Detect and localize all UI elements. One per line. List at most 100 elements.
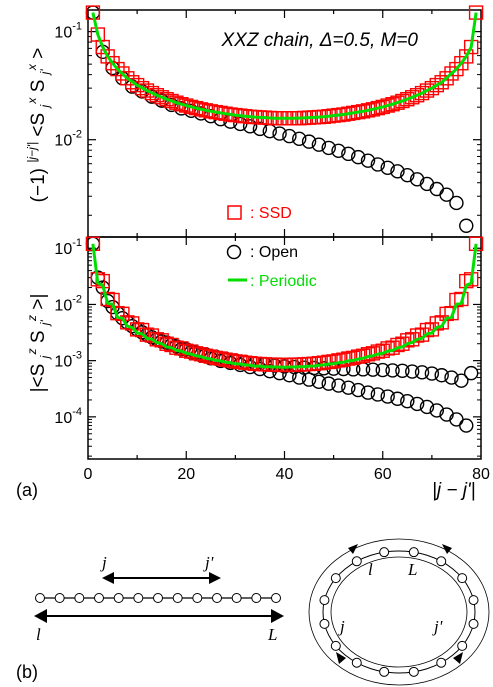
bot-ylabel-s2: S bbox=[28, 330, 49, 343]
bottom-axis-ticks: 10-110-210-310-40 20 40 60 80 bbox=[54, 237, 490, 483]
ring-site bbox=[408, 547, 419, 558]
bottom-y-axis-label: |<S j z S j' z >| bbox=[25, 294, 52, 393]
top-open-point bbox=[252, 121, 268, 137]
top-ylabel-sub-2: j' bbox=[38, 69, 52, 77]
top-ssd-point bbox=[375, 99, 390, 115]
bottom-open-point bbox=[429, 403, 444, 418]
ring-arrowhead-j bbox=[336, 652, 346, 664]
top-open-point bbox=[311, 137, 327, 152]
top-ylabel-bracket-open: <S bbox=[28, 113, 49, 137]
top-open-point bbox=[262, 123, 277, 139]
bottom-panel: 10-110-210-310-40 20 40 60 80 |<S j z S j' z… bbox=[25, 236, 490, 501]
bottom-x-tick-label: 80 bbox=[472, 466, 490, 483]
chain-site bbox=[54, 593, 65, 603]
top-ssd-point bbox=[380, 98, 395, 113]
bottom-open-point bbox=[370, 387, 386, 402]
top-ylabel-exponent: |j−j'| bbox=[25, 142, 39, 163]
chart-title: XXZ chain, Δ=0.5, M=0 bbox=[220, 30, 418, 51]
periodic-ring-diagram: l L j j' bbox=[308, 538, 490, 686]
top-open-point bbox=[439, 187, 454, 202]
top-open-point bbox=[449, 195, 464, 211]
bottom-open-point bbox=[390, 391, 405, 406]
tick-base: 10 bbox=[54, 354, 72, 371]
bottom-open-point bbox=[424, 366, 440, 381]
bottom-open-point bbox=[409, 396, 425, 412]
chain-site bbox=[231, 593, 242, 603]
bottom-open-point bbox=[463, 365, 479, 381]
top-ssd-point bbox=[159, 92, 174, 107]
bot-ylabel-sup-2: z bbox=[25, 315, 39, 322]
ring-site bbox=[457, 573, 468, 584]
ring-label-L: L bbox=[407, 560, 417, 579]
chain-site bbox=[172, 593, 183, 603]
bottom-open-point bbox=[350, 382, 366, 398]
bottom-ssd-point bbox=[110, 305, 125, 321]
top-open-point bbox=[429, 181, 444, 197]
ring-arrowhead-L bbox=[442, 544, 452, 554]
top-ssd-point bbox=[95, 39, 110, 55]
chain-site bbox=[74, 593, 85, 603]
panel-label-b: (b) bbox=[16, 662, 38, 682]
svg-text:(−1) |j−j'| <S: (−1) |j−j'| <S j x S j' x > bbox=[20, 48, 54, 203]
top-ssd-point bbox=[174, 97, 189, 112]
ring-site bbox=[408, 666, 419, 677]
bottom-ssd-point bbox=[100, 291, 115, 307]
bottom-open-point bbox=[321, 376, 336, 391]
top-ssd-point bbox=[139, 83, 155, 98]
top-ylabel-sub-1: j bbox=[38, 105, 52, 110]
tick-base: 10 bbox=[54, 25, 72, 42]
chain-site bbox=[113, 593, 124, 603]
top-ssd-point bbox=[110, 61, 125, 77]
bottom-open-point bbox=[331, 378, 346, 393]
top-open-point bbox=[360, 153, 376, 168]
top-ylabel-sup-2: x bbox=[25, 63, 39, 71]
chain-label-j: j bbox=[100, 553, 107, 572]
ring-site bbox=[457, 640, 468, 651]
chain-site bbox=[133, 593, 144, 603]
top-open-point bbox=[341, 146, 356, 162]
legend-item-open: : Open bbox=[226, 244, 298, 261]
top-open-point bbox=[350, 149, 366, 165]
top-open-point bbox=[409, 172, 425, 187]
ring-site bbox=[319, 595, 330, 606]
bottom-x-tick-label: 40 bbox=[276, 466, 294, 483]
chain-label-l: l bbox=[36, 625, 41, 644]
bottom-y-tick-label: 10-4 bbox=[54, 406, 82, 427]
bottom-open-point bbox=[395, 363, 410, 378]
bottom-open-point bbox=[434, 368, 449, 383]
bottom-open-point bbox=[419, 399, 435, 415]
ring-site bbox=[351, 657, 362, 668]
legend-label-periodic: : Periodic bbox=[250, 273, 317, 290]
panel-label-a: (a) bbox=[16, 480, 38, 500]
top-ssd-point bbox=[419, 83, 435, 98]
top-ssd-point bbox=[444, 66, 459, 81]
ring-site bbox=[330, 640, 341, 651]
ring-site bbox=[330, 573, 341, 584]
bottom-y-tick-label: 10-3 bbox=[54, 350, 82, 371]
top-open-point bbox=[282, 128, 297, 144]
chain-site bbox=[212, 593, 222, 603]
L-arrowhead-right bbox=[271, 609, 284, 623]
ring-outer-arc bbox=[308, 538, 490, 686]
top-series-line-periodic bbox=[91, 12, 478, 120]
top-open-point bbox=[292, 131, 307, 146]
top-axis-ticks: 10-110-2 bbox=[54, 10, 481, 237]
top-ssd-point bbox=[134, 80, 150, 96]
tick-exponent: -3 bbox=[72, 350, 82, 362]
legend-square-marker bbox=[227, 205, 242, 220]
top-ylabel-s2: S bbox=[28, 80, 49, 93]
bottom-ssd-point bbox=[233, 354, 248, 370]
top-ssd-point bbox=[179, 98, 194, 113]
top-ssd-point bbox=[390, 95, 405, 110]
tick-exponent: -1 bbox=[72, 21, 82, 33]
bottom-open-point bbox=[375, 362, 390, 378]
tick-exponent: -2 bbox=[72, 293, 82, 305]
bottom-ssd-point bbox=[434, 315, 449, 330]
top-ssd-point bbox=[434, 75, 449, 90]
ring-label-jp: j' bbox=[432, 617, 443, 636]
ring-site bbox=[379, 666, 390, 677]
j-arrowhead-left bbox=[102, 572, 114, 584]
bottom-y-tick-label: 10-2 bbox=[54, 293, 82, 314]
chain-site bbox=[251, 593, 262, 603]
top-ssd-point bbox=[144, 85, 160, 101]
